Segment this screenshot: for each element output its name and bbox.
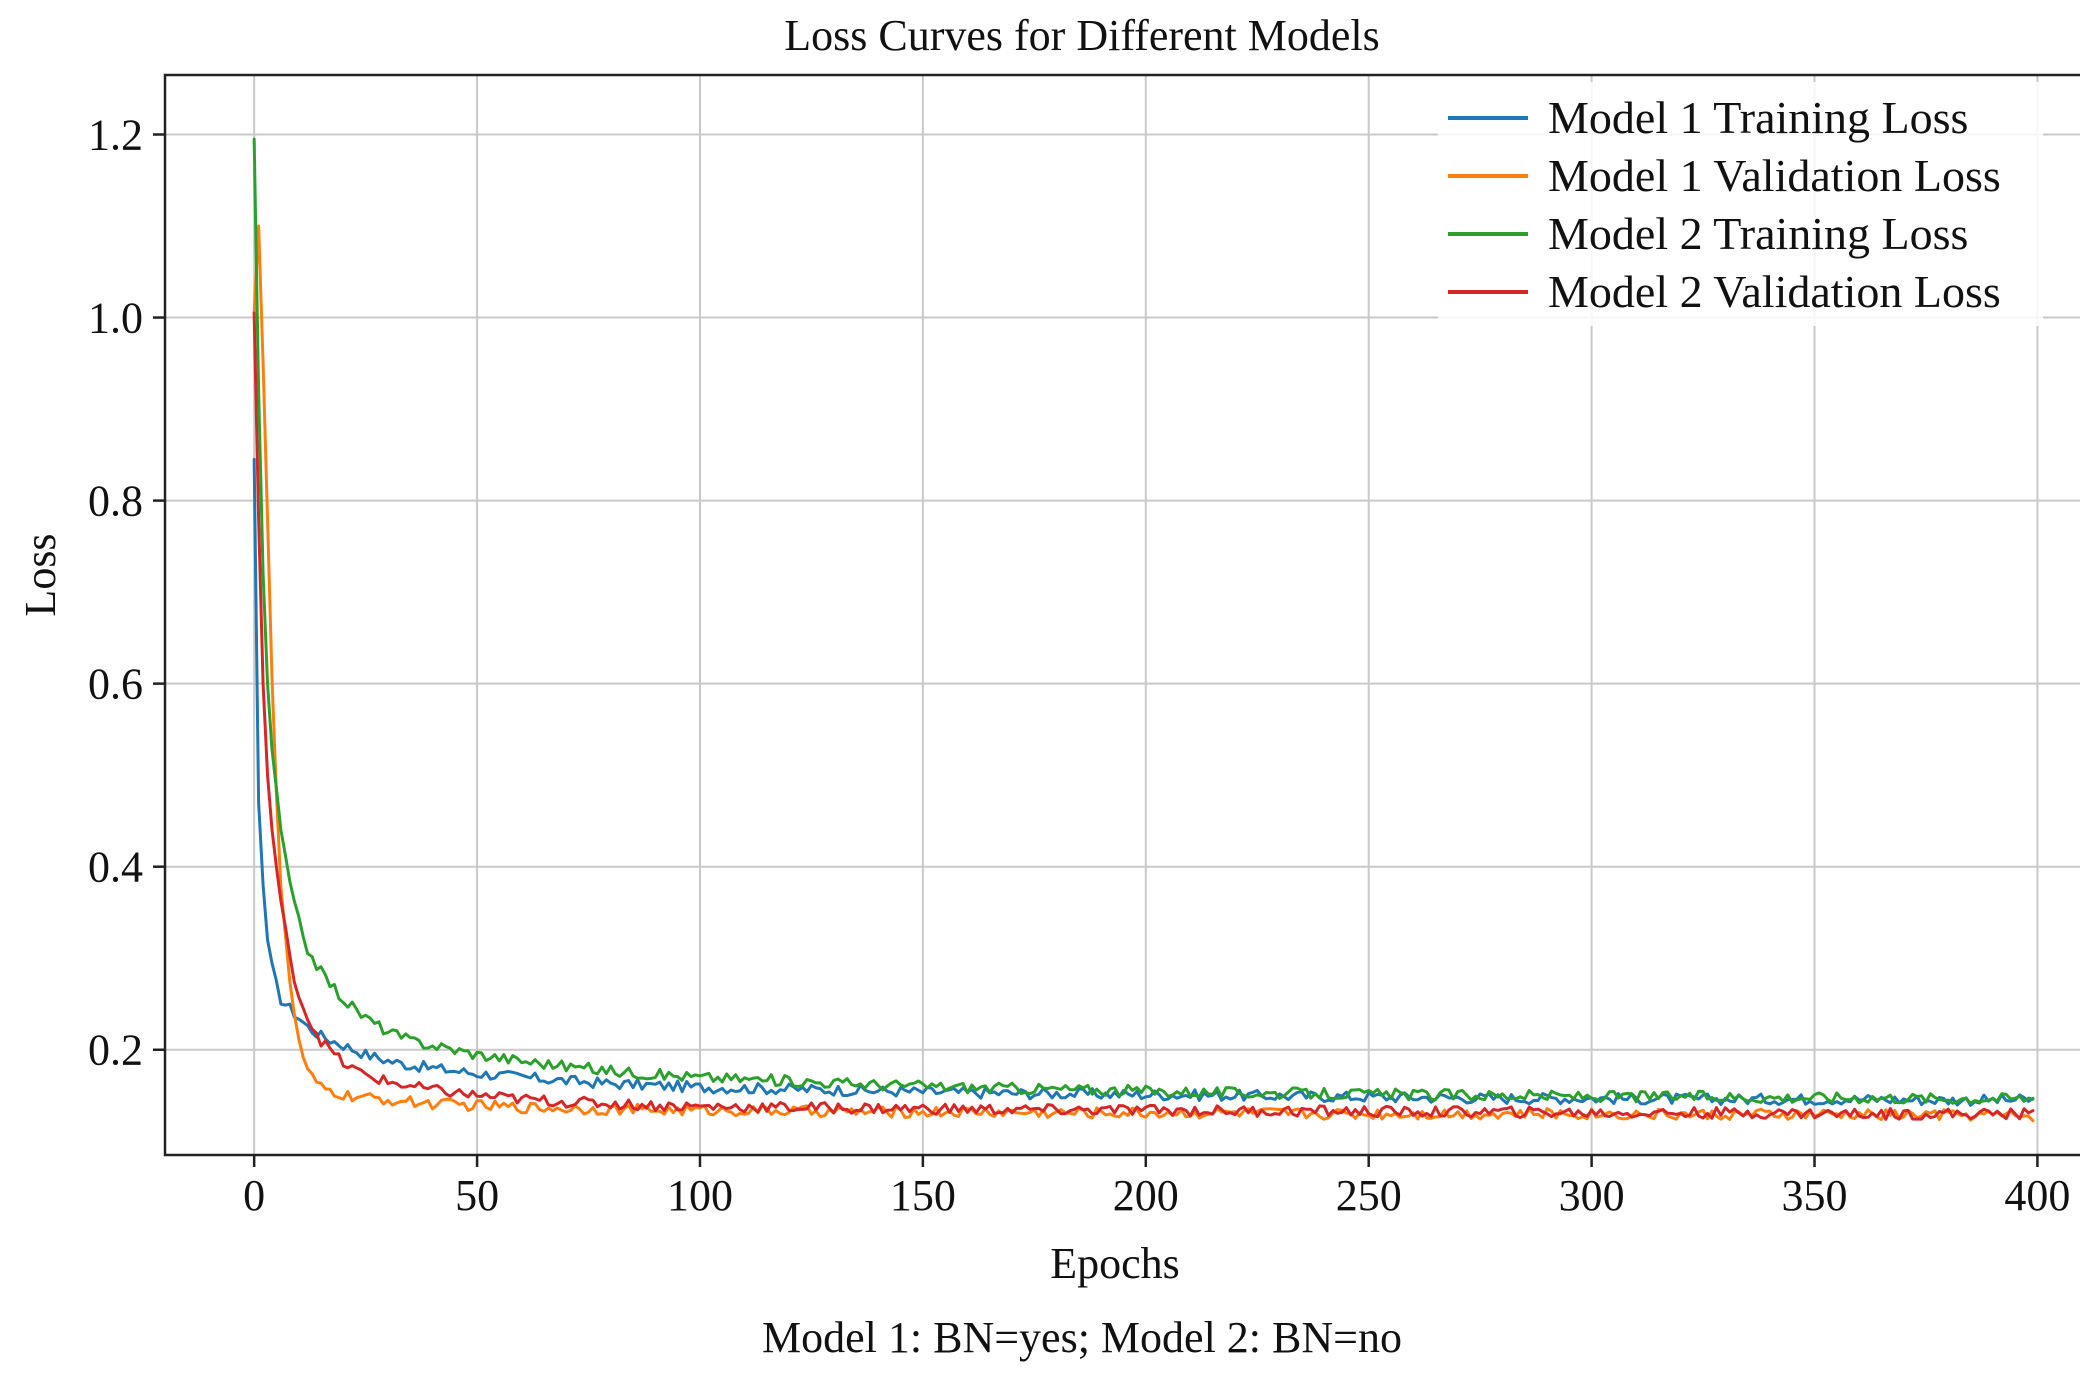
- x-tick-label: 300: [1559, 1171, 1625, 1220]
- y-tick-label: 0.4: [88, 843, 143, 892]
- x-axis-label: Epochs: [1050, 1239, 1180, 1288]
- legend-box: [1438, 82, 2043, 326]
- series-line-model-1-training-loss: [252, 457, 2035, 1107]
- x-tick-label: 400: [2004, 1171, 2070, 1220]
- legend-label: Model 2 Validation Loss: [1548, 266, 2001, 317]
- series-line-model-2-training-loss: [252, 137, 2035, 1105]
- legend: Model 1 Training Loss Model 1 Validation …: [1438, 82, 2043, 326]
- x-tick-label: 0: [243, 1171, 265, 1220]
- legend-label: Model 2 Training Loss: [1548, 208, 1968, 259]
- x-tick-label: 150: [890, 1171, 956, 1220]
- x-tick-label: 350: [1782, 1171, 1848, 1220]
- series-lines: [252, 137, 2035, 1123]
- series-line-model-1-validation-loss: [252, 224, 2035, 1123]
- y-tick-label: 1.2: [88, 110, 143, 159]
- x-tick-label: 200: [1113, 1171, 1179, 1220]
- axis-ticks: 0 50 100 150 200 250 300 350 400 0.2 0.4 0.6 0.8 1.0 1…: [88, 110, 2070, 1220]
- chart-caption: Model 1: BN=yes; Model 2: BN=no: [762, 1313, 1402, 1362]
- y-tick-label: 1.0: [88, 294, 143, 343]
- x-tick-label: 250: [1336, 1171, 1402, 1220]
- legend-label: Model 1 Validation Loss: [1548, 150, 2001, 201]
- x-tick-label: 100: [667, 1171, 733, 1220]
- series-line-model-2-validation-loss: [252, 311, 2035, 1121]
- y-tick-label: 0.6: [88, 660, 143, 709]
- y-tick-label: 0.2: [88, 1026, 143, 1075]
- y-tick-label: 0.8: [88, 477, 143, 526]
- chart-title: Loss Curves for Different Models: [784, 11, 1380, 60]
- y-axis-label: Loss: [16, 533, 65, 616]
- legend-label: Model 1 Training Loss: [1548, 92, 1968, 143]
- x-tick-label: 50: [455, 1171, 499, 1220]
- plot-frame: [163, 73, 2080, 1157]
